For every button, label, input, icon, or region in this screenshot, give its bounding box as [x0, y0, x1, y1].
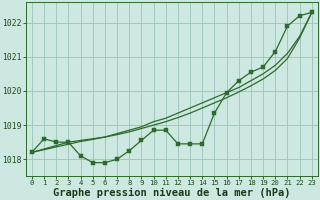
- X-axis label: Graphe pression niveau de la mer (hPa): Graphe pression niveau de la mer (hPa): [53, 188, 291, 198]
